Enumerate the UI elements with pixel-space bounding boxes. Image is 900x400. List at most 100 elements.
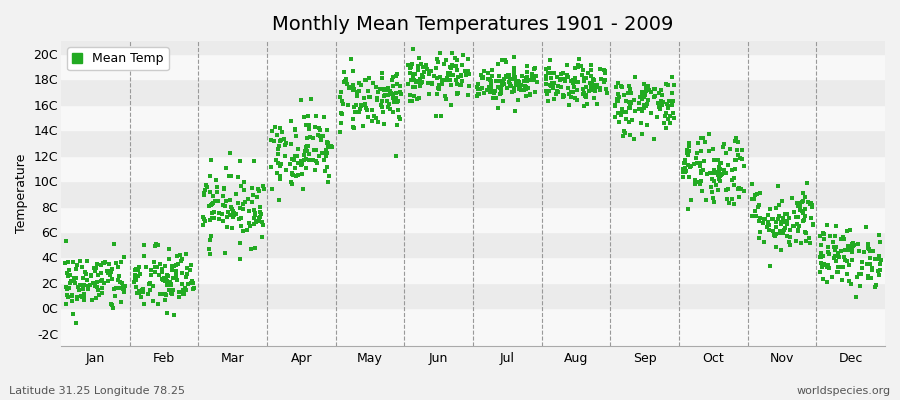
Point [158, 263, 172, 270]
Point [302, 126, 317, 132]
Point [571, 64, 585, 70]
Point [176, 256, 190, 262]
Point [716, 144, 730, 150]
Point [430, 56, 445, 62]
Point [273, 125, 287, 131]
Point [860, 243, 875, 249]
Point [150, 242, 165, 248]
Point [681, 140, 696, 147]
Point [542, 65, 556, 71]
Point [101, 270, 115, 277]
Point [586, 76, 600, 82]
Point [720, 195, 734, 202]
Point [730, 147, 744, 153]
Point [610, 97, 625, 104]
Point [105, 266, 120, 273]
Point [159, 276, 174, 282]
Point [813, 254, 827, 260]
Point [320, 138, 335, 145]
Point [684, 197, 698, 204]
Point [423, 68, 437, 74]
Point [266, 138, 281, 145]
Point [284, 156, 299, 162]
Point [310, 160, 324, 166]
Point [377, 87, 392, 94]
Point [640, 101, 654, 108]
Point [255, 219, 269, 225]
Point [842, 245, 857, 252]
Point [704, 184, 718, 190]
Point [611, 93, 625, 100]
Point [177, 285, 192, 291]
Point [443, 76, 457, 83]
Point [492, 90, 507, 97]
Point [433, 74, 447, 80]
Point [577, 78, 591, 84]
Point [61, 259, 76, 265]
Point [407, 77, 421, 84]
Point [435, 78, 449, 85]
Point [825, 239, 840, 246]
Point [776, 230, 790, 237]
Title: Monthly Mean Temperatures 1901 - 2009: Monthly Mean Temperatures 1901 - 2009 [273, 15, 674, 34]
Point [385, 91, 400, 98]
Point [662, 120, 677, 126]
Point [140, 264, 154, 270]
Point [248, 215, 262, 222]
Point [735, 147, 750, 153]
Point [172, 294, 186, 300]
Point [756, 216, 770, 222]
Point [176, 291, 190, 297]
Point [873, 239, 887, 245]
Point [178, 251, 193, 257]
Point [203, 217, 218, 224]
Point [571, 62, 585, 68]
Point [365, 106, 380, 113]
Point [165, 290, 179, 297]
Point [642, 86, 656, 93]
Point [66, 259, 80, 265]
Point [568, 75, 582, 81]
Point [726, 182, 741, 188]
Point [871, 268, 886, 274]
Point [254, 211, 268, 217]
Point [557, 78, 572, 84]
Point [461, 92, 475, 98]
Point [382, 101, 396, 108]
Point [547, 69, 562, 76]
Point [312, 125, 327, 132]
Point [477, 67, 491, 74]
Point [308, 167, 322, 173]
Point [608, 102, 623, 108]
Point [681, 206, 696, 212]
Point [229, 191, 243, 197]
Point [544, 82, 558, 89]
Point [152, 272, 166, 278]
Point [386, 109, 400, 116]
Point [608, 102, 623, 109]
Point [647, 94, 662, 100]
Point [721, 186, 735, 193]
Point [494, 90, 508, 96]
Point [796, 218, 810, 225]
Point [762, 222, 777, 228]
Point [503, 83, 517, 89]
Point [846, 242, 860, 249]
Point [94, 278, 108, 284]
Point [706, 167, 721, 174]
Point [73, 282, 87, 288]
Point [113, 279, 128, 285]
Point [222, 212, 237, 218]
Point [726, 201, 741, 208]
Point [804, 200, 818, 206]
Point [288, 165, 302, 171]
Point [502, 72, 517, 79]
Point [616, 92, 631, 98]
Point [300, 156, 314, 162]
Point [229, 210, 243, 217]
Point [791, 214, 806, 221]
Point [525, 73, 539, 80]
Point [146, 298, 160, 304]
Point [413, 83, 428, 90]
Point [223, 196, 238, 203]
